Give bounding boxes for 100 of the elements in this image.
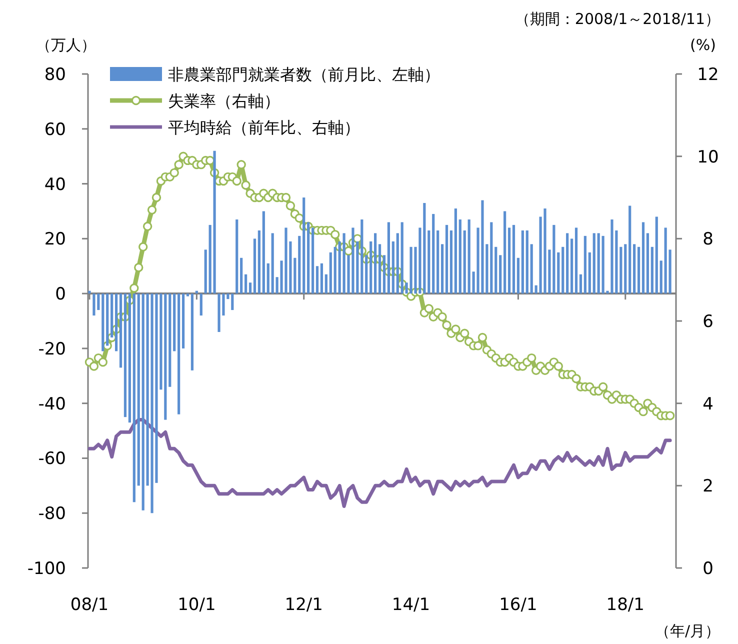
x-tick-label: 12/1 bbox=[284, 595, 323, 615]
bar bbox=[262, 211, 265, 294]
y2-tick-label: 2 bbox=[702, 476, 714, 497]
y-tick-label: 0 bbox=[55, 284, 66, 305]
bar bbox=[637, 246, 640, 294]
bar bbox=[436, 230, 440, 294]
y2-tick-label: 6 bbox=[702, 312, 714, 332]
bar bbox=[258, 230, 260, 294]
bar bbox=[490, 222, 493, 294]
bar bbox=[574, 228, 578, 294]
bar bbox=[440, 244, 444, 294]
bar bbox=[387, 222, 390, 294]
bar bbox=[231, 294, 234, 310]
bar bbox=[204, 250, 207, 294]
bar bbox=[562, 246, 564, 294]
bar bbox=[244, 274, 248, 294]
bar bbox=[316, 266, 319, 294]
bar bbox=[508, 228, 511, 294]
bar bbox=[200, 294, 202, 316]
bar bbox=[190, 294, 194, 370]
bar bbox=[392, 241, 394, 294]
bar bbox=[92, 294, 96, 316]
bar bbox=[320, 263, 324, 294]
bar bbox=[494, 246, 498, 294]
bar bbox=[271, 233, 274, 294]
bar bbox=[102, 294, 104, 352]
bar bbox=[168, 294, 172, 387]
y-tick-label: -40 bbox=[38, 394, 66, 414]
bar bbox=[463, 230, 466, 294]
bar bbox=[298, 236, 301, 294]
y-tick-label: -20 bbox=[38, 339, 66, 360]
bar bbox=[646, 233, 650, 294]
bar bbox=[588, 252, 591, 294]
x-tick-label: 08/1 bbox=[70, 595, 109, 615]
y-tick-label: 80 bbox=[44, 65, 66, 85]
y-tick-label: 20 bbox=[44, 230, 66, 250]
bar bbox=[526, 230, 528, 294]
x-axis-title: （年/月） bbox=[654, 622, 720, 640]
bar bbox=[445, 224, 448, 294]
bar bbox=[182, 294, 185, 348]
bar bbox=[566, 233, 569, 294]
y-tick-label: 60 bbox=[44, 120, 66, 140]
bar bbox=[324, 274, 328, 294]
bar bbox=[512, 224, 516, 294]
bar bbox=[592, 233, 596, 294]
bar bbox=[88, 290, 91, 294]
bar bbox=[655, 216, 658, 294]
bar bbox=[530, 244, 533, 294]
y2-tick-label: 4 bbox=[702, 394, 714, 414]
x-tick-label: 10/1 bbox=[178, 595, 216, 615]
legend-label: 平均時給（前年比、右軸） bbox=[168, 118, 360, 137]
bar bbox=[248, 282, 252, 294]
bar bbox=[650, 246, 654, 294]
bar bbox=[557, 252, 560, 294]
y-tick-label: -80 bbox=[38, 504, 66, 524]
bar bbox=[584, 236, 586, 294]
bar bbox=[579, 274, 582, 294]
bar bbox=[428, 230, 430, 294]
bar bbox=[119, 294, 122, 368]
bar bbox=[173, 294, 176, 352]
legend-label: 非農業部門就業者数（前月比、左軸） bbox=[168, 65, 440, 84]
y2-tick-label: 10 bbox=[697, 147, 719, 168]
y-axis-title: （万人） bbox=[36, 36, 96, 54]
x-tick-label: 16/1 bbox=[499, 595, 538, 615]
bar bbox=[378, 244, 382, 294]
bar bbox=[521, 230, 524, 294]
bar bbox=[236, 219, 238, 294]
bar bbox=[642, 222, 645, 294]
bar bbox=[624, 244, 627, 294]
bar bbox=[628, 206, 632, 294]
x-tick-label: 14/1 bbox=[392, 595, 430, 615]
bar bbox=[633, 244, 636, 294]
y2-axis-title: (%) bbox=[690, 36, 716, 54]
bar bbox=[570, 238, 574, 294]
y-tick-label: -100 bbox=[27, 559, 66, 579]
bar bbox=[142, 294, 144, 510]
bar bbox=[504, 211, 506, 294]
bar bbox=[432, 214, 435, 294]
y2-tick-label: 12 bbox=[697, 65, 719, 85]
bar bbox=[178, 294, 180, 414]
bar bbox=[186, 294, 190, 296]
bar bbox=[253, 238, 256, 294]
legend-label: 失業率（右軸） bbox=[168, 92, 280, 110]
bar bbox=[660, 260, 662, 294]
bar bbox=[620, 246, 622, 294]
y-tick-label: 40 bbox=[44, 174, 66, 195]
text: （期間：2008/1～2018/11） bbox=[514, 10, 720, 28]
bar bbox=[382, 255, 386, 294]
bar bbox=[454, 208, 457, 294]
bar bbox=[240, 258, 243, 294]
bar bbox=[499, 255, 502, 294]
bar bbox=[329, 252, 332, 294]
bar bbox=[266, 263, 270, 294]
bar bbox=[124, 294, 127, 418]
bar bbox=[114, 294, 118, 352]
x-tick-label: 18/1 bbox=[606, 595, 644, 615]
bar bbox=[516, 258, 520, 294]
bar bbox=[458, 219, 462, 294]
y-tick-label: -60 bbox=[38, 449, 66, 470]
bar bbox=[450, 230, 453, 294]
